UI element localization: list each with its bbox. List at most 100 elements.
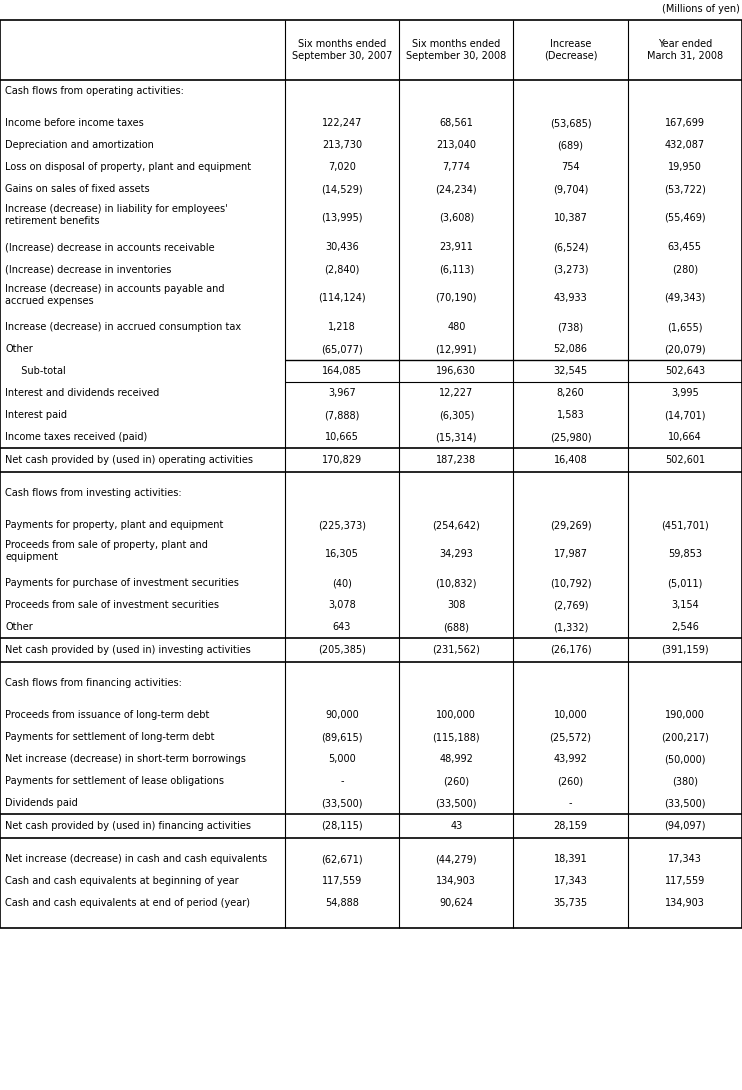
Text: 308: 308 — [447, 600, 465, 610]
Text: -: - — [341, 776, 344, 786]
Text: (29,269): (29,269) — [550, 520, 591, 530]
Text: 18,391: 18,391 — [554, 853, 588, 864]
Text: Loss on disposal of property, plant and equipment: Loss on disposal of property, plant and … — [5, 162, 251, 172]
Text: Proceeds from sale of investment securities: Proceeds from sale of investment securit… — [5, 600, 219, 610]
Text: (40): (40) — [332, 578, 352, 588]
Text: (28,115): (28,115) — [321, 821, 363, 831]
Text: (231,562): (231,562) — [433, 645, 480, 655]
Text: Cash and cash equivalents at end of period (year): Cash and cash equivalents at end of peri… — [5, 898, 250, 908]
Text: (Millions of yen): (Millions of yen) — [662, 4, 740, 14]
Text: 117,559: 117,559 — [665, 876, 705, 886]
Text: 35,735: 35,735 — [554, 898, 588, 908]
Text: 59,853: 59,853 — [668, 549, 702, 559]
Text: (2,840): (2,840) — [324, 264, 360, 274]
Text: Six months ended
September 30, 2008: Six months ended September 30, 2008 — [406, 39, 507, 61]
Text: 1,218: 1,218 — [328, 322, 356, 332]
Text: 68,561: 68,561 — [439, 118, 473, 128]
Text: (115,188): (115,188) — [433, 732, 480, 742]
Text: 480: 480 — [447, 322, 465, 332]
Text: 16,305: 16,305 — [325, 549, 359, 559]
Text: 17,343: 17,343 — [668, 853, 702, 864]
Text: 10,387: 10,387 — [554, 213, 588, 223]
Text: 43,933: 43,933 — [554, 293, 588, 303]
Text: Net cash provided by (used in) financing activities: Net cash provided by (used in) financing… — [5, 821, 251, 831]
Text: 167,699: 167,699 — [665, 118, 705, 128]
Text: Income taxes received (paid): Income taxes received (paid) — [5, 432, 147, 443]
Text: (225,373): (225,373) — [318, 520, 366, 530]
Text: Payments for settlement of long-term debt: Payments for settlement of long-term deb… — [5, 732, 214, 742]
Text: 3,995: 3,995 — [671, 388, 699, 398]
Text: Sub-total: Sub-total — [15, 366, 66, 376]
Text: (24,234): (24,234) — [436, 184, 477, 194]
Text: Payments for purchase of investment securities: Payments for purchase of investment secu… — [5, 578, 239, 588]
Text: 43: 43 — [450, 821, 462, 831]
Text: (3,608): (3,608) — [439, 213, 474, 223]
Text: (65,077): (65,077) — [321, 344, 363, 354]
Text: Net increase (decrease) in short-term borrowings: Net increase (decrease) in short-term bo… — [5, 754, 246, 764]
Text: (3,273): (3,273) — [553, 264, 588, 274]
Text: 10,664: 10,664 — [668, 432, 702, 443]
Text: 28,159: 28,159 — [554, 821, 588, 831]
Text: (94,097): (94,097) — [664, 821, 706, 831]
Text: Proceeds from sale of property, plant and
equipment: Proceeds from sale of property, plant an… — [5, 540, 208, 561]
Text: (380): (380) — [672, 776, 698, 786]
Text: (6,113): (6,113) — [439, 264, 474, 274]
Text: (7,888): (7,888) — [324, 410, 360, 420]
Text: Increase (decrease) in accounts payable and
accrued expenses: Increase (decrease) in accounts payable … — [5, 284, 225, 305]
Text: 23,911: 23,911 — [439, 242, 473, 252]
Text: 3,078: 3,078 — [328, 600, 356, 610]
Text: (451,701): (451,701) — [661, 520, 709, 530]
Text: (10,832): (10,832) — [436, 578, 477, 588]
Text: (280): (280) — [672, 264, 698, 274]
Text: (50,000): (50,000) — [664, 754, 706, 764]
Text: 502,601: 502,601 — [665, 455, 705, 465]
Text: (Increase) decrease in accounts receivable: (Increase) decrease in accounts receivab… — [5, 242, 214, 252]
Text: 117,559: 117,559 — [322, 876, 362, 886]
Text: 502,643: 502,643 — [665, 366, 705, 376]
Text: (53,685): (53,685) — [550, 118, 591, 128]
Text: Cash flows from operating activities:: Cash flows from operating activities: — [5, 86, 184, 96]
Text: 17,987: 17,987 — [554, 549, 588, 559]
Text: 7,020: 7,020 — [328, 162, 356, 172]
Text: (5,011): (5,011) — [667, 578, 703, 588]
Text: 1,583: 1,583 — [556, 410, 585, 420]
Text: 12,227: 12,227 — [439, 388, 473, 398]
Text: (6,524): (6,524) — [553, 242, 588, 252]
Text: Net cash provided by (used in) investing activities: Net cash provided by (used in) investing… — [5, 645, 251, 655]
Text: 10,665: 10,665 — [325, 432, 359, 443]
Text: Six months ended
September 30, 2007: Six months ended September 30, 2007 — [292, 39, 393, 61]
Text: (62,671): (62,671) — [321, 853, 363, 864]
Text: Increase (decrease) in accrued consumption tax: Increase (decrease) in accrued consumpti… — [5, 322, 241, 332]
Text: 213,040: 213,040 — [436, 140, 476, 150]
Text: Increase
(Decrease): Increase (Decrease) — [544, 39, 597, 61]
Text: 10,000: 10,000 — [554, 710, 588, 720]
Text: 164,085: 164,085 — [322, 366, 362, 376]
Text: Cash and cash equivalents at beginning of year: Cash and cash equivalents at beginning o… — [5, 876, 239, 886]
Text: (688): (688) — [443, 622, 470, 632]
Text: (49,343): (49,343) — [664, 293, 706, 303]
Text: 8,260: 8,260 — [556, 388, 585, 398]
Text: 19,950: 19,950 — [668, 162, 702, 172]
Text: Income before income taxes: Income before income taxes — [5, 118, 144, 128]
Text: 17,343: 17,343 — [554, 876, 588, 886]
Text: (1,655): (1,655) — [667, 322, 703, 332]
Text: Dividends paid: Dividends paid — [5, 798, 78, 808]
Text: (14,701): (14,701) — [664, 410, 706, 420]
Text: (114,124): (114,124) — [318, 293, 366, 303]
Text: (9,704): (9,704) — [553, 184, 588, 194]
Text: Gains on sales of fixed assets: Gains on sales of fixed assets — [5, 184, 150, 194]
Text: Net cash provided by (used in) operating activities: Net cash provided by (used in) operating… — [5, 455, 253, 465]
Text: 30,436: 30,436 — [325, 242, 359, 252]
Text: 213,730: 213,730 — [322, 140, 362, 150]
Text: 100,000: 100,000 — [436, 710, 476, 720]
Text: (260): (260) — [443, 776, 470, 786]
Text: Payments for property, plant and equipment: Payments for property, plant and equipme… — [5, 520, 223, 530]
Text: (26,176): (26,176) — [550, 645, 591, 655]
Text: (14,529): (14,529) — [321, 184, 363, 194]
Text: (33,500): (33,500) — [321, 798, 363, 808]
Text: 190,000: 190,000 — [665, 710, 705, 720]
Text: (20,079): (20,079) — [664, 344, 706, 354]
Text: (53,722): (53,722) — [664, 184, 706, 194]
Text: (205,385): (205,385) — [318, 645, 366, 655]
Text: (738): (738) — [557, 322, 584, 332]
